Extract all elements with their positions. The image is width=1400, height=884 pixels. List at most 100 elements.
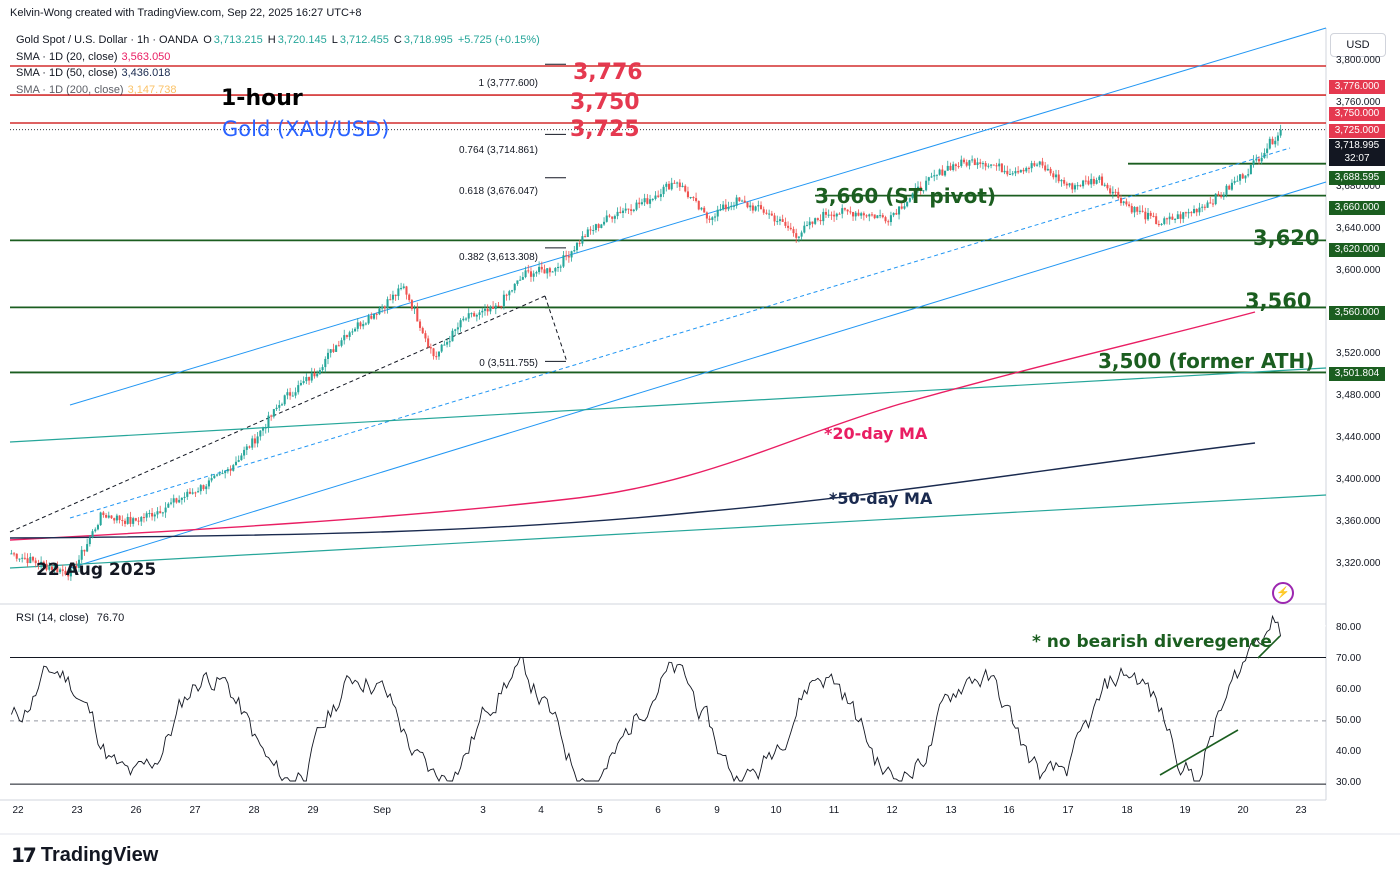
candle-body <box>435 356 438 358</box>
change-value: +5.725 (+0.15%) <box>457 34 540 46</box>
candle-body <box>630 209 633 211</box>
candle-body <box>705 212 708 219</box>
candle-body <box>1019 169 1022 173</box>
candle-body <box>935 174 938 176</box>
candle-body <box>559 266 562 268</box>
candle-body <box>719 209 722 211</box>
candle-body <box>1155 216 1158 225</box>
candle-body <box>741 200 744 202</box>
candle-body <box>156 511 159 515</box>
candle-body <box>1008 173 1012 175</box>
ma50-label: *50-day MA <box>829 489 933 508</box>
sma200-legend[interactable]: SMA · 1D (200, close) 3,147.738 <box>16 84 177 96</box>
candle-body <box>792 229 795 234</box>
candle-body <box>1119 198 1122 204</box>
candle-body <box>973 159 976 166</box>
candle-body <box>310 372 313 381</box>
candle-body <box>814 218 817 224</box>
sma20-legend[interactable]: SMA · 1D (20, close) 3,563.050 <box>16 51 171 63</box>
candle-body <box>543 269 546 274</box>
fib-0-label: 0 (3,511.755) <box>479 358 538 369</box>
candle-body <box>1122 201 1125 204</box>
candle-body <box>175 498 178 503</box>
candle-body <box>984 163 987 167</box>
candle-body <box>941 169 944 176</box>
channel-lower-line <box>69 181 1327 569</box>
candle-body <box>502 294 505 306</box>
candle-body <box>53 566 56 570</box>
candle-body <box>822 211 825 222</box>
candle-body <box>386 299 389 309</box>
currency-selector[interactable]: USD <box>1330 33 1386 57</box>
candle-body <box>15 553 18 559</box>
candle-body <box>605 215 608 222</box>
sma50-legend[interactable]: SMA · 1D (50, close) 3,436.018 <box>16 67 171 79</box>
time-tick: 26 <box>130 805 142 816</box>
candle-body <box>418 321 422 328</box>
candle-body <box>876 215 879 219</box>
candle-body <box>107 515 110 518</box>
candle-body <box>1030 163 1033 169</box>
candle-body <box>900 206 903 209</box>
candle-body <box>67 574 70 577</box>
candle-body <box>473 313 476 317</box>
candle-body <box>56 566 59 573</box>
candle-body <box>619 211 622 213</box>
price-label-3560: 3,560.000 <box>1329 306 1385 320</box>
candle-body <box>887 221 890 223</box>
symbol-name[interactable]: Gold Spot / U.S. Dollar · 1h · OANDA <box>16 34 199 46</box>
candle-body <box>69 569 72 577</box>
time-tick: 4 <box>538 805 544 816</box>
candle-body <box>123 520 127 524</box>
candle-body <box>862 213 865 216</box>
price-tick: 3,760.000 <box>1336 97 1381 108</box>
candle-body <box>1255 158 1258 161</box>
price-tick: 3,520.000 <box>1336 348 1381 359</box>
candle-body <box>684 185 687 192</box>
candle-body <box>1241 174 1244 179</box>
candle-body <box>172 498 175 503</box>
ma20-label: *20-day MA <box>824 424 928 443</box>
candle-body <box>153 514 156 517</box>
candle-body <box>500 305 503 307</box>
candle-body <box>210 478 213 481</box>
candle-body <box>892 212 895 216</box>
candle-body <box>343 335 346 341</box>
candle-body <box>1236 180 1239 182</box>
candle-body <box>835 213 838 217</box>
candle-body <box>378 308 381 315</box>
bolt-icon[interactable]: ⚡ <box>1272 582 1294 604</box>
candle-body <box>351 331 354 333</box>
time-tick: 23 <box>71 805 83 816</box>
candle-body <box>105 515 108 518</box>
rsi-note: * no bearish diveregence <box>1032 632 1272 652</box>
price-tick: 3,320.000 <box>1336 558 1381 569</box>
candle-body <box>768 213 771 215</box>
time-tick: 17 <box>1062 805 1074 816</box>
candle-body <box>646 198 649 204</box>
candle-body <box>256 436 259 444</box>
candle-body <box>80 549 83 560</box>
candle-body <box>1190 212 1193 214</box>
candle-body <box>332 349 335 352</box>
rsi-legend[interactable]: RSI (14, close) 76.70 <box>16 612 125 624</box>
candle-body <box>61 569 64 571</box>
time-tick: 9 <box>714 805 720 816</box>
last-price-label: 3,718.995 32:07 <box>1329 139 1385 166</box>
candle-body <box>657 195 660 197</box>
resistance-3725-label: 3,725 <box>570 117 640 142</box>
candle-body <box>930 176 933 178</box>
candle-body <box>96 525 99 530</box>
candle-body <box>1266 148 1269 153</box>
candle-body <box>1014 171 1017 174</box>
candle-body <box>381 306 384 309</box>
candle-body <box>532 273 535 277</box>
candle-body <box>432 348 435 357</box>
candle-body <box>299 382 302 386</box>
candle-body <box>1198 207 1201 213</box>
candle-body <box>213 475 216 479</box>
candle-body <box>1163 218 1166 224</box>
candle-body <box>37 563 40 566</box>
time-tick: 5 <box>597 805 603 816</box>
